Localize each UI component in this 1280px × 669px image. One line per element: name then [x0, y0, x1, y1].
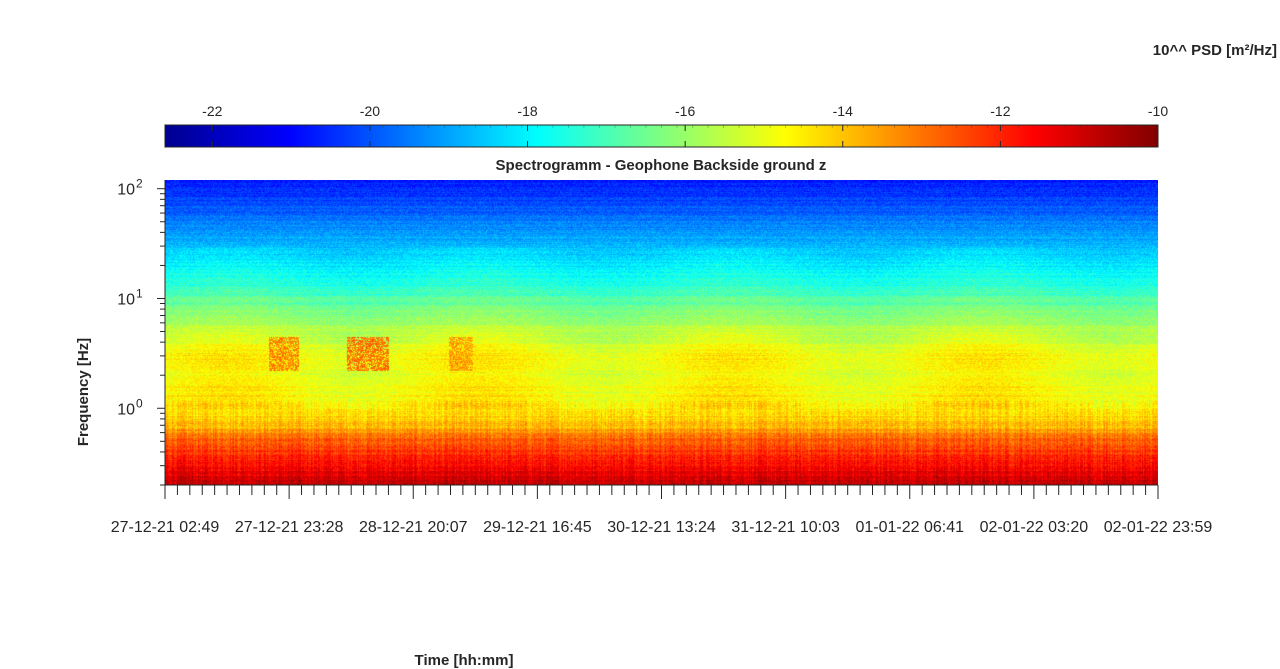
y-tick-exponent: 2 — [136, 177, 143, 191]
y-tick-label: 10 — [117, 182, 135, 199]
x-tick-label: 02-01-22 03:20 — [980, 519, 1089, 536]
colorbar-border — [164, 124, 1159, 148]
x-tick-label: 30-12-21 13:24 — [607, 519, 716, 536]
y-tick-label: 10 — [117, 291, 135, 308]
y-axis-label: Frequency [Hz] — [75, 338, 92, 446]
colorbar-label: 10^^ PSD [m²/Hz] — [1153, 42, 1277, 59]
colorbar: -22 -20 -18 -16 -14 -12 -10 10^^ PSD [m²/Hz] — [164, 42, 1277, 148]
x-axis: 27-12-21 02:49 27-12-21 23:28 28-12-21 20:… — [111, 484, 1213, 536]
y-tick-exponent: 0 — [136, 396, 143, 410]
x-tick-label: 28-12-21 20:07 — [359, 519, 468, 536]
y-tick-label: 10 — [117, 401, 135, 418]
colorbar-tick-label: -16 — [675, 103, 695, 119]
x-tick-label: 02-01-22 23:59 — [1104, 519, 1213, 536]
y-tick-exponent: 1 — [136, 286, 143, 300]
x-tick-label: 01-01-22 06:41 — [855, 519, 964, 536]
x-tick-label: 27-12-21 23:28 — [235, 519, 344, 536]
x-tick-label: 29-12-21 16:45 — [483, 519, 592, 536]
x-tick-label: 31-12-21 10:03 — [731, 519, 840, 536]
x-tick-label: 27-12-21 02:49 — [111, 519, 220, 536]
colorbar-tick-label: -18 — [517, 103, 537, 119]
colorbar-tick-label: -10 — [1148, 103, 1168, 119]
colorbar-tick-label: -22 — [202, 103, 222, 119]
x-axis-label: Time [hh:mm] — [415, 652, 514, 669]
colorbar-tick-label: -12 — [990, 103, 1010, 119]
colorbar-strip — [165, 125, 1158, 147]
spectrogram-heatmap — [165, 180, 1158, 485]
chart-title: Spectrogramm - Geophone Backside ground … — [496, 157, 827, 174]
colorbar-tick-label: -20 — [360, 103, 380, 119]
colorbar-tick-label: -14 — [833, 103, 853, 119]
